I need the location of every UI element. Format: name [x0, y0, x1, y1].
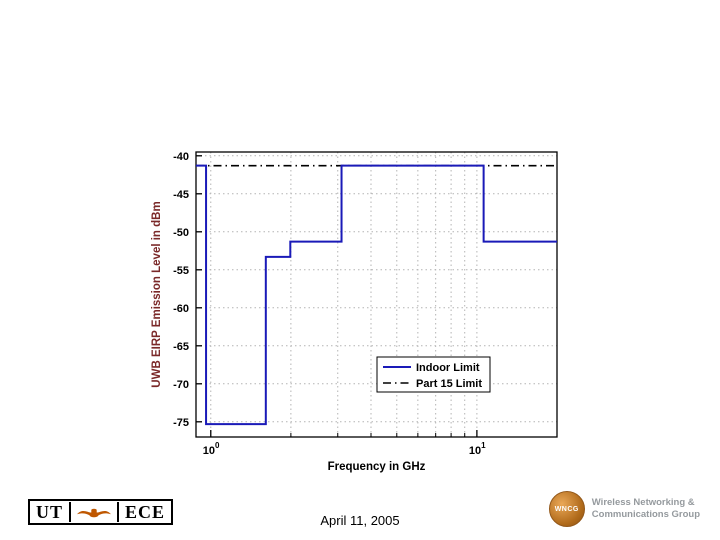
slide-date: April 11, 2005	[320, 513, 400, 528]
x-axis-label: Frequency in GHz	[328, 461, 426, 473]
y-tick-label: -70	[173, 379, 189, 391]
y-tick-label: -40	[173, 151, 189, 163]
ut-text: UT	[36, 502, 64, 522]
y-axis-label: UWB EIRP Emission Level in dBm	[151, 201, 163, 387]
wncg-line2: Communications Group	[591, 509, 700, 520]
legend-label: Indoor Limit	[416, 362, 480, 374]
y-tick-label: -65	[173, 341, 189, 353]
wncg-abbr: WNCG	[554, 505, 579, 513]
y-tick-label: -55	[173, 265, 189, 277]
legend-box	[376, 356, 491, 393]
wncg-line1: Wireless Networking &	[591, 496, 695, 508]
x-tick-label: 100	[203, 441, 220, 457]
legend-label: Part 15 Limit	[416, 378, 482, 390]
y-tick-label: -75	[173, 417, 189, 429]
plot-box	[195, 151, 558, 438]
longhorn-icon	[69, 502, 120, 522]
wncg-logo: WNCG Wireless Networking & Communication…	[548, 491, 700, 527]
ece-text: ECE	[125, 502, 166, 522]
longhorn-glyph	[76, 508, 112, 517]
y-tick-label: -45	[173, 189, 189, 201]
series-indoor-limit	[196, 164, 557, 426]
wncg-seal-icon: WNCG	[548, 491, 585, 527]
y-tick-label: -50	[173, 227, 189, 239]
y-tick-label: -60	[173, 303, 189, 315]
wncg-text: Wireless Networking & Communications Gro…	[592, 497, 700, 522]
x-tick-label: 101	[469, 441, 486, 457]
ut-ece-logo: UT ECE	[28, 499, 174, 525]
